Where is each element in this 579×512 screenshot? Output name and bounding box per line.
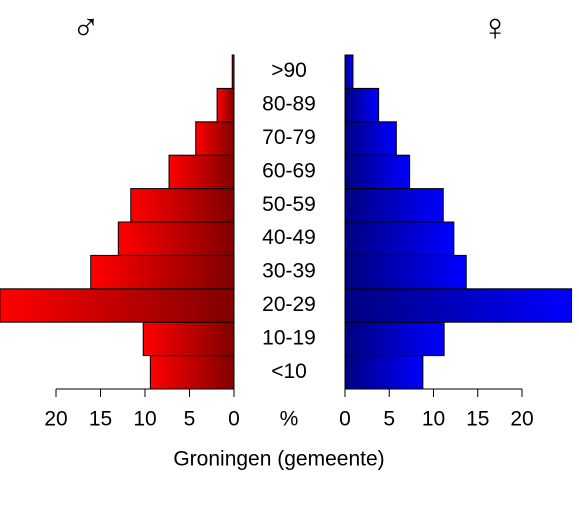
bar <box>344 188 444 223</box>
bar <box>344 154 411 190</box>
x-tick-label: 10 <box>133 408 156 431</box>
bar <box>130 188 235 223</box>
category-label: <10 <box>271 360 307 383</box>
category-label: 50-59 <box>262 193 316 216</box>
category-label: 40-49 <box>262 226 316 249</box>
legend-symbol: ♂ <box>72 7 101 49</box>
x-tick-label: 15 <box>89 408 112 431</box>
bar <box>149 355 235 390</box>
bar <box>344 121 397 156</box>
category-label: 30-39 <box>262 260 316 283</box>
bar <box>0 288 235 323</box>
bar <box>195 121 235 156</box>
category-label: 80-89 <box>262 93 316 116</box>
bar <box>231 54 235 89</box>
category-label: 10-19 <box>262 326 316 349</box>
bar <box>344 87 380 123</box>
category-label: 60-69 <box>262 159 316 182</box>
chart-title: Groningen (gemeente) <box>173 448 384 471</box>
bar <box>216 87 235 123</box>
x-tick-label: 5 <box>184 408 196 431</box>
category-label: >90 <box>271 59 307 82</box>
category-label: 20-29 <box>262 293 316 316</box>
bar <box>344 221 455 256</box>
bar <box>344 355 424 390</box>
x-tick-label: 10 <box>422 408 445 431</box>
x-tick-label: 20 <box>44 408 67 431</box>
bar <box>344 54 354 89</box>
bar <box>90 254 235 290</box>
x-tick-label: 15 <box>466 408 489 431</box>
bar <box>344 288 573 323</box>
x-tick-label: 0 <box>339 408 351 431</box>
axis-label: % <box>280 408 299 431</box>
x-tick-label: 5 <box>383 408 395 431</box>
bar <box>344 321 445 357</box>
bar <box>344 254 467 290</box>
bar <box>117 221 235 256</box>
x-tick-label: 20 <box>510 408 533 431</box>
bar <box>142 321 235 357</box>
x-tick-label: 0 <box>228 408 240 431</box>
category-label: 70-79 <box>262 126 316 149</box>
legend-symbol: ♀ <box>481 7 510 49</box>
bar <box>168 154 235 190</box>
